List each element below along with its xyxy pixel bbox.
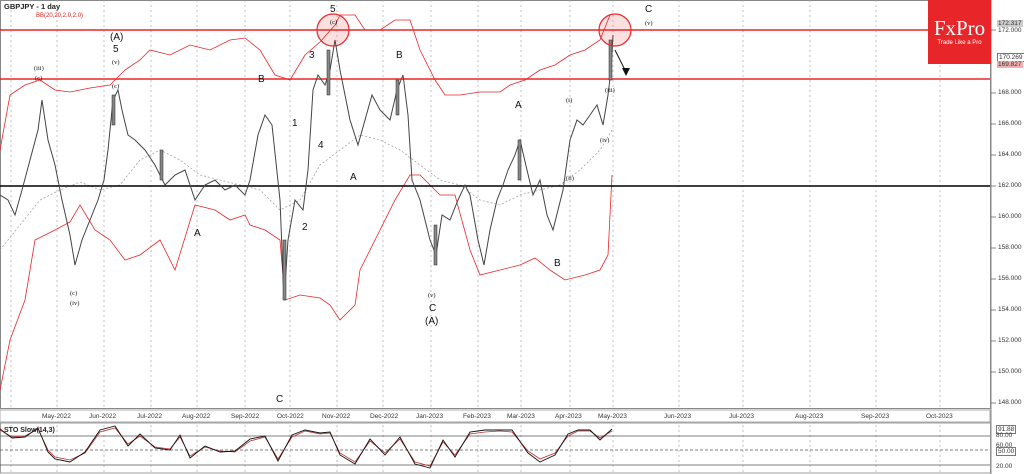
time-tick: Jun-2022: [89, 413, 117, 420]
time-tick: Jul-2023: [729, 413, 754, 420]
price-tick: 172.000: [998, 27, 1022, 34]
logo-tagline: Trade Like a Pro: [937, 40, 982, 46]
time-tick: Jan-2023: [416, 413, 444, 420]
svg-text:C: C: [429, 303, 436, 314]
svg-text:1: 1: [292, 118, 298, 129]
price-tick: 152.000: [998, 337, 1022, 344]
svg-text:5: 5: [330, 4, 336, 15]
svg-text:(A): (A): [425, 316, 438, 327]
price-tick: 160.000: [998, 213, 1022, 220]
svg-text:3: 3: [309, 50, 315, 61]
svg-text:(i): (i): [566, 97, 572, 104]
price-tick: 154.000: [998, 306, 1022, 313]
time-tick: May-2023: [598, 413, 627, 420]
price-tick: 148.000: [998, 399, 1022, 406]
svg-text:2: 2: [302, 222, 308, 233]
time-tick: Jun-2023: [664, 413, 692, 420]
time-tick: Oct-2023: [926, 413, 953, 420]
logo-brand: FxPro: [933, 16, 986, 40]
svg-text:A: A: [194, 228, 201, 239]
highlight-circle-may-2023: [598, 13, 632, 47]
svg-text:(iii): (iii): [605, 87, 615, 94]
time-tick: Dec-2022: [370, 413, 399, 420]
price-tag-low: 169.827: [997, 61, 1023, 68]
time-tick: Jul-2022: [137, 413, 162, 420]
time-tick: Sep-2023: [861, 413, 890, 420]
price-tick: 158.000: [998, 244, 1022, 251]
price-tag-high: 172.317: [997, 20, 1023, 27]
svg-text:A: A: [350, 172, 357, 183]
osc-level: 91.88: [996, 425, 1017, 434]
time-tick: Sep-2022: [231, 413, 260, 420]
time-tick: Nov-2022: [322, 413, 351, 420]
oscillator-label: STO Slow(14,3): [4, 427, 55, 434]
price-tick: 168.000: [998, 89, 1022, 96]
svg-text:C: C: [645, 4, 652, 15]
time-tick: Feb-2023: [463, 413, 491, 420]
osc-level: 80.00: [996, 432, 1013, 439]
osc-level: 60.00: [996, 442, 1013, 449]
svg-text:B: B: [396, 50, 403, 61]
svg-text:4: 4: [318, 140, 324, 151]
svg-text:(c): (c): [35, 75, 42, 82]
svg-text:(iv): (iv): [600, 137, 609, 144]
wave-labels: (A)5 (v)(c) (iii)(c) (c)(iv) 5(c) 34 12 …: [34, 4, 653, 405]
highlight-circle-nov-2022: [316, 13, 350, 47]
svg-text:(c): (c): [70, 290, 77, 297]
svg-text:C: C: [276, 394, 283, 405]
osc-level: 50.00: [996, 447, 1017, 456]
svg-text:(A): (A): [110, 32, 123, 43]
svg-text:(c): (c): [112, 83, 119, 90]
svg-text:(iv): (iv): [70, 300, 79, 307]
time-tick: Oct-2022: [277, 413, 304, 420]
indicator-label: BB(20,20,2.0,2.0): [36, 13, 84, 19]
price-tick: 164.000: [998, 151, 1022, 158]
time-tick: Mar-2023: [507, 413, 535, 420]
svg-text:(v): (v): [645, 20, 653, 27]
svg-text:5: 5: [113, 44, 119, 55]
svg-text:B: B: [554, 258, 561, 269]
price-tick: 150.000: [998, 368, 1022, 375]
price-tick: 162.000: [998, 182, 1022, 189]
osc-level: 20.00: [996, 463, 1013, 470]
svg-text:(ii): (ii): [566, 175, 574, 182]
time-tick: Aug-2023: [795, 413, 824, 420]
price-tick: 156.000: [998, 275, 1022, 282]
svg-text:(v): (v): [112, 59, 120, 66]
svg-text:B: B: [258, 74, 265, 85]
time-tick: Aug-2022: [182, 413, 211, 420]
svg-text:A: A: [515, 100, 522, 111]
chart-title: GBPJPY - 1 day: [4, 2, 61, 11]
svg-text:(c): (c): [330, 19, 337, 26]
svg-text:(v): (v): [428, 292, 436, 299]
svg-text:(iii): (iii): [34, 65, 44, 72]
fxpro-logo: FxPro Trade Like a Pro: [928, 0, 991, 64]
price-tick: 166.000: [998, 120, 1022, 127]
time-tick: May-2022: [42, 413, 71, 420]
time-tick: Apr-2023: [555, 413, 582, 420]
